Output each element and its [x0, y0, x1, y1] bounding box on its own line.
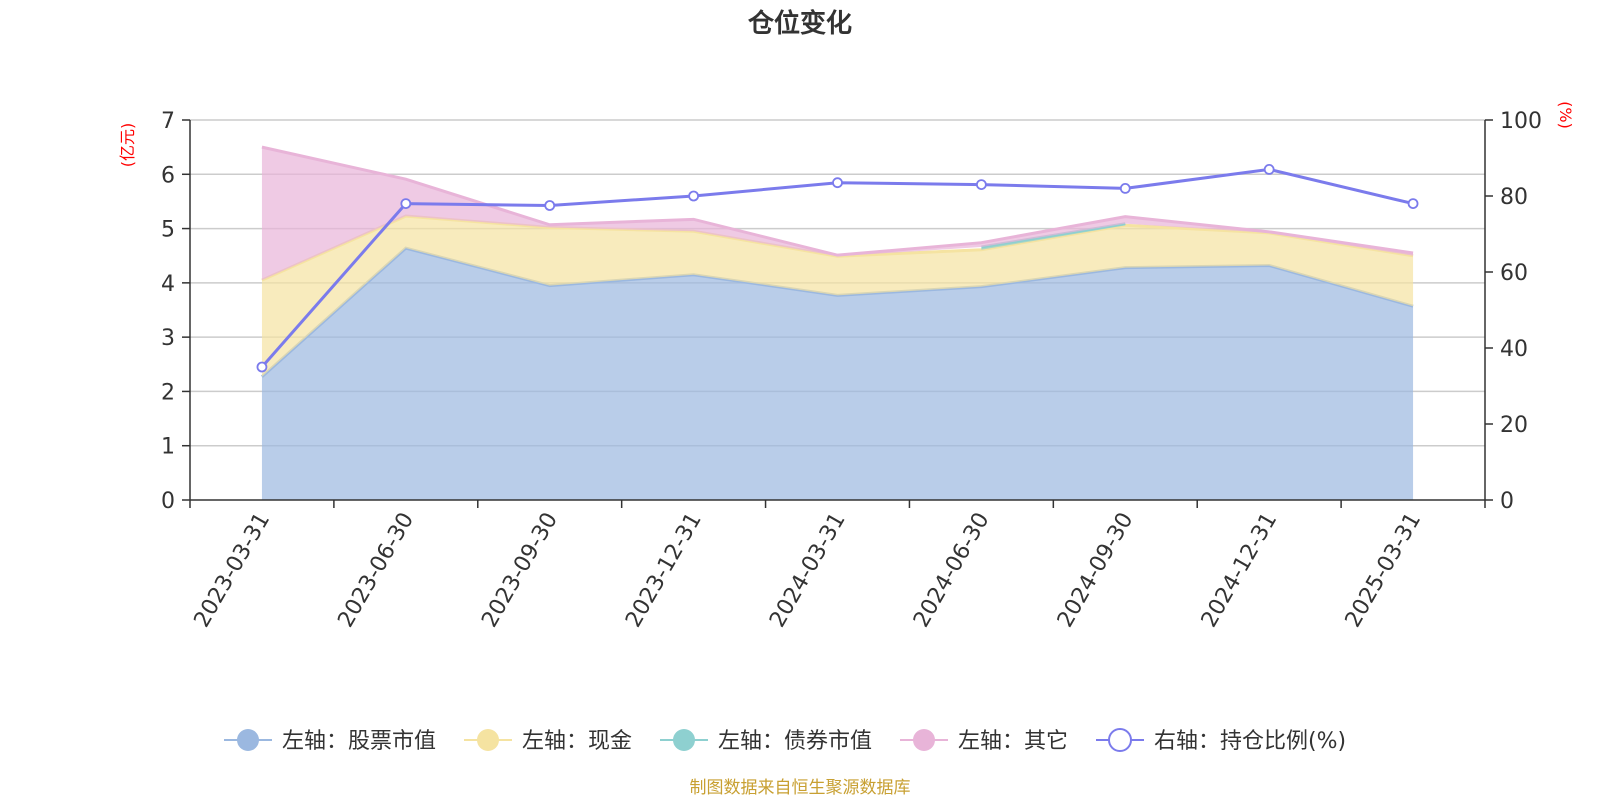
ratio-point — [1407, 198, 1419, 210]
right-axis-tick-label: 20 — [1500, 413, 1528, 438]
left-axis-tick-label: 7 — [161, 109, 175, 134]
ratio-point — [544, 200, 556, 211]
ratio-point — [400, 198, 412, 210]
legend-label: 右轴：持仓比例(%) — [1154, 729, 1346, 754]
left-axis-tick-label: 6 — [161, 163, 175, 188]
area-layer — [260, 145, 1414, 500]
left-axis-tick-label: 1 — [161, 435, 175, 460]
x-axis-tick-label: 2024-03-31 — [765, 509, 851, 632]
right-axis-tick-label: 40 — [1500, 337, 1528, 362]
left-axis-tick-label: 4 — [161, 272, 175, 297]
ratio-point — [1263, 163, 1275, 175]
chart-title: 仓位变化 — [747, 8, 852, 39]
right-axis-tick-label: 60 — [1500, 261, 1528, 286]
legend-marker — [913, 729, 935, 751]
x-axis-tick-label: 2024-06-30 — [909, 509, 995, 632]
x-axis-tick-label: 2023-09-30 — [477, 509, 563, 632]
area-fill — [261, 216, 1414, 377]
legend: 左轴：股票市值 左轴：现金 左轴：债券市值 左轴：其它 右轴：持仓比例(%) — [224, 728, 1346, 754]
legend-item: 左轴：股票市值 — [224, 729, 436, 754]
right-axis-tick-label: 80 — [1500, 185, 1528, 210]
x-axis-tick-label: 2024-09-30 — [1053, 509, 1139, 632]
legend-item: 左轴：债券市值 — [660, 729, 872, 754]
area-fill — [261, 147, 1414, 281]
legend-label: 左轴：债券市值 — [718, 729, 872, 754]
right-axis-tick-label: 100 — [1500, 109, 1542, 134]
right-axis-tick-label: 0 — [1500, 489, 1514, 514]
legend-label: 左轴：现金 — [522, 729, 632, 754]
left-axis-tick-label: 3 — [161, 326, 175, 351]
line-layer — [256, 163, 1419, 373]
legend-item: 左轴：现金 — [464, 729, 632, 754]
legend-item: 左轴：其它 — [900, 729, 1068, 754]
left-axis-unit: (亿元) — [118, 123, 137, 168]
x-axis-tick-label: 2025-03-31 — [1341, 509, 1427, 632]
ratio-point — [975, 179, 987, 191]
legend-marker — [1108, 728, 1132, 752]
area-fill — [261, 248, 1414, 500]
left-axis-tick-label: 5 — [161, 218, 175, 243]
legend-marker — [673, 729, 695, 751]
legend-item: 右轴：持仓比例(%) — [1096, 728, 1346, 754]
legend-marker — [237, 729, 259, 751]
x-axis-tick-label: 2024-12-31 — [1197, 509, 1283, 632]
ratio-point — [832, 177, 843, 189]
legend-marker — [477, 729, 499, 751]
ratio-point — [256, 361, 268, 373]
ratio-point — [1119, 182, 1131, 194]
x-axis-tick-label: 2023-06-30 — [333, 509, 419, 632]
legend-label: 左轴：其它 — [958, 729, 1068, 754]
right-axis-unit: (%) — [1556, 101, 1575, 129]
area-edge-line — [981, 222, 1126, 249]
x-axis-tick-label: 2023-12-31 — [621, 509, 707, 632]
data-source-note: 制图数据来自恒生聚源数据库 — [690, 778, 911, 798]
x-axis-tick-label: 2023-03-31 — [190, 509, 276, 632]
left-axis-tick-label: 2 — [161, 380, 175, 405]
legend-label: 左轴：股票市值 — [282, 729, 436, 754]
ratio-point — [688, 190, 700, 202]
left-axis-tick-label: 0 — [161, 489, 175, 514]
area-edge-line — [261, 145, 1414, 257]
